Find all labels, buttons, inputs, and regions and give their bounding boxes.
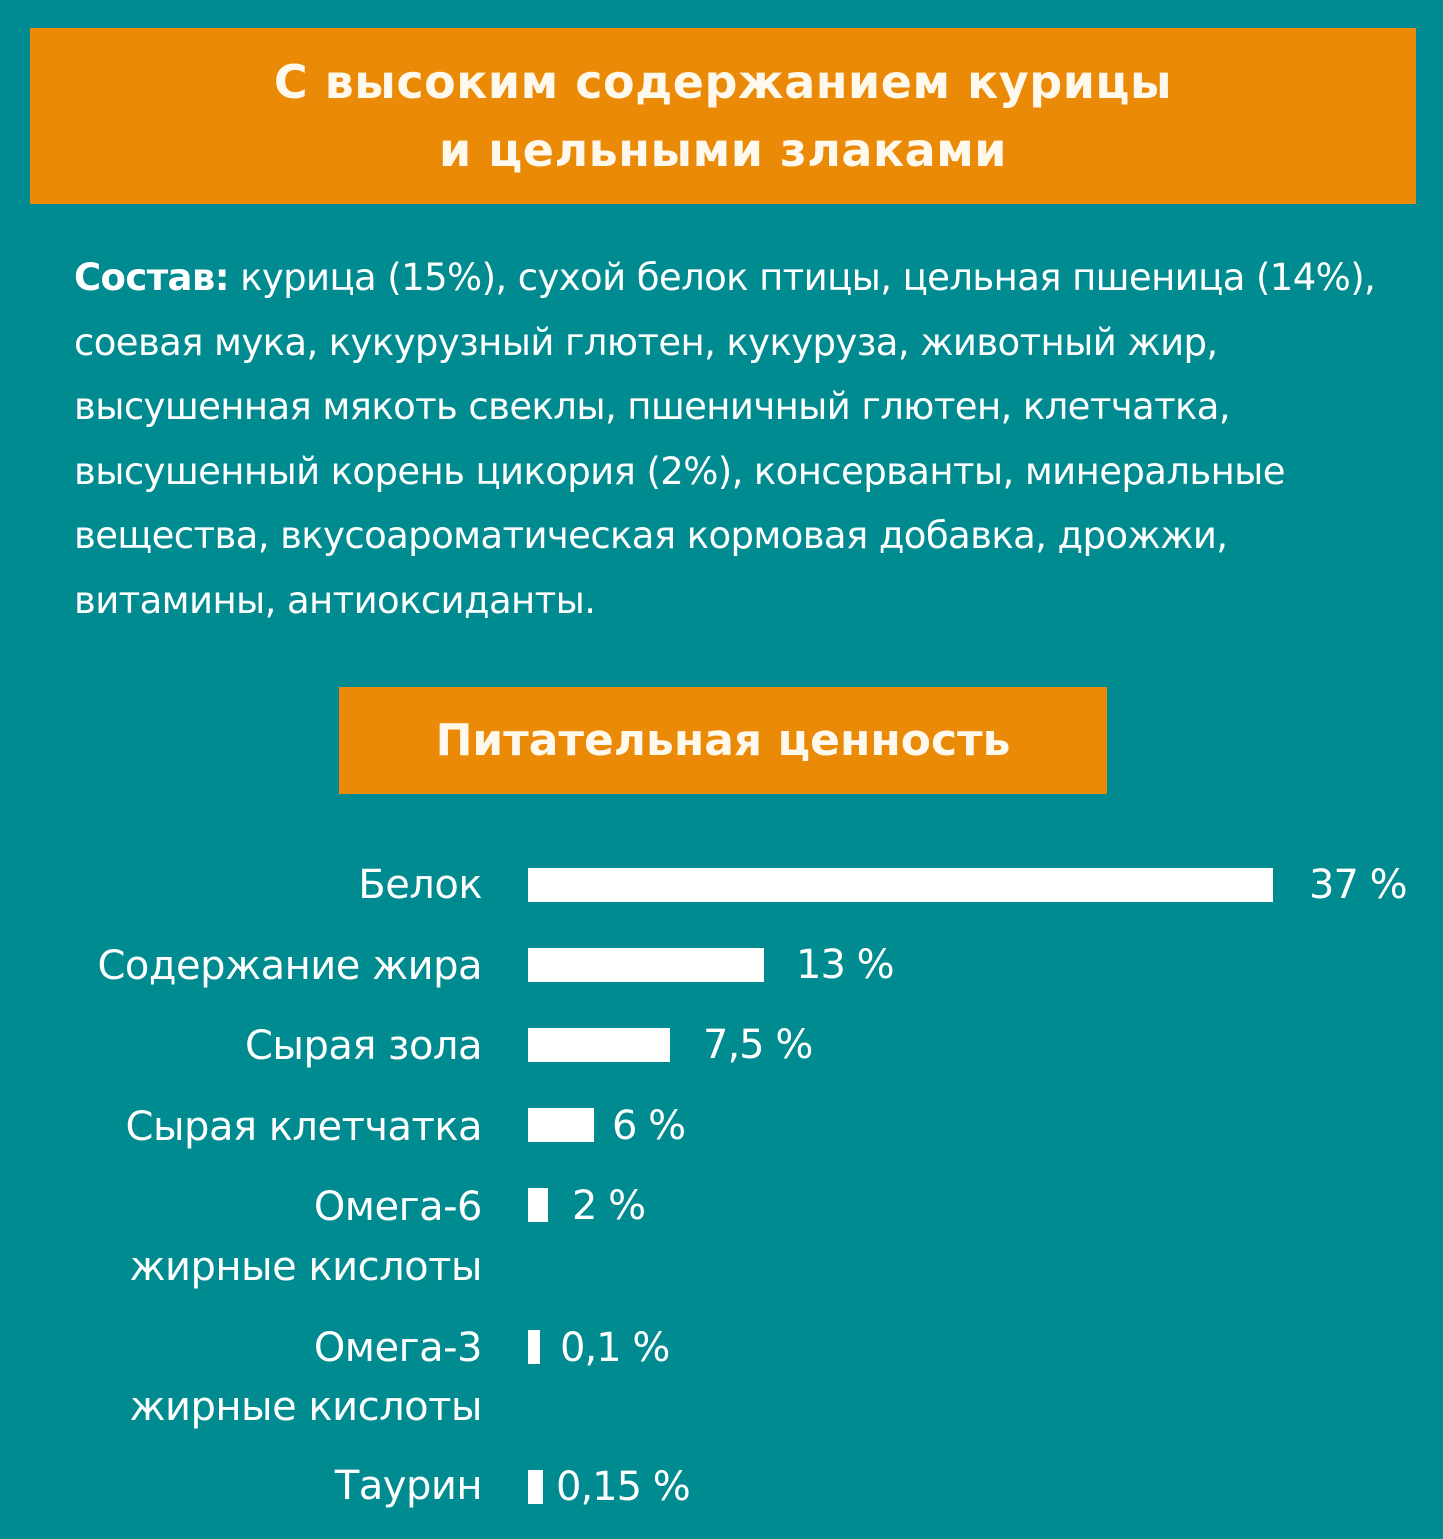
row-label: Сырая клетчатка [125, 1104, 483, 1150]
row-value: 0,15 % [556, 1464, 691, 1510]
nutrition-header: Питательная ценность [339, 687, 1107, 794]
row-value: 37 % [1309, 862, 1408, 908]
row-label: Содержание жира [97, 943, 482, 989]
bar-fiber [528, 1108, 594, 1142]
bar-fat [528, 948, 764, 982]
row-label: Сырая зола [244, 1023, 483, 1069]
bar-taurine [528, 1470, 543, 1504]
bar-protein [528, 868, 1273, 902]
row-value: 0,1 % [560, 1325, 670, 1371]
row-value: 13 % [796, 942, 895, 988]
row-label: Белок [358, 862, 482, 908]
bar-omega3 [528, 1330, 540, 1364]
row-label: Омега-6 [313, 1184, 483, 1230]
row-value: 6 % [612, 1103, 686, 1149]
bar-omega6 [528, 1188, 548, 1222]
header-title: С высоким содержанием курицы и цельными … [274, 48, 1172, 184]
row-label-line2: жирные кислоты [129, 1244, 482, 1290]
composition-label: Состав: [74, 256, 230, 299]
header-banner: С высоким содержанием курицы и цельными … [30, 28, 1416, 204]
row-value: 7,5 % [703, 1022, 813, 1068]
row-label: Таурин [334, 1463, 483, 1509]
header-title-line2: и цельными злаками [438, 123, 1008, 177]
row-value: 2 % [572, 1183, 646, 1229]
nutrition-title: Питательная ценность [435, 715, 1011, 766]
composition-ingredients: курица (15%), сухой белок птицы, цельная… [74, 256, 1376, 622]
bar-ash [528, 1028, 670, 1062]
row-label-line2: жирные кислоты [129, 1384, 482, 1430]
composition-text: Состав: курица (15%), сухой белок птицы,… [74, 246, 1384, 633]
row-label: Омега-3 [313, 1325, 483, 1371]
header-title-line1: С высоким содержанием курицы [273, 55, 1173, 109]
